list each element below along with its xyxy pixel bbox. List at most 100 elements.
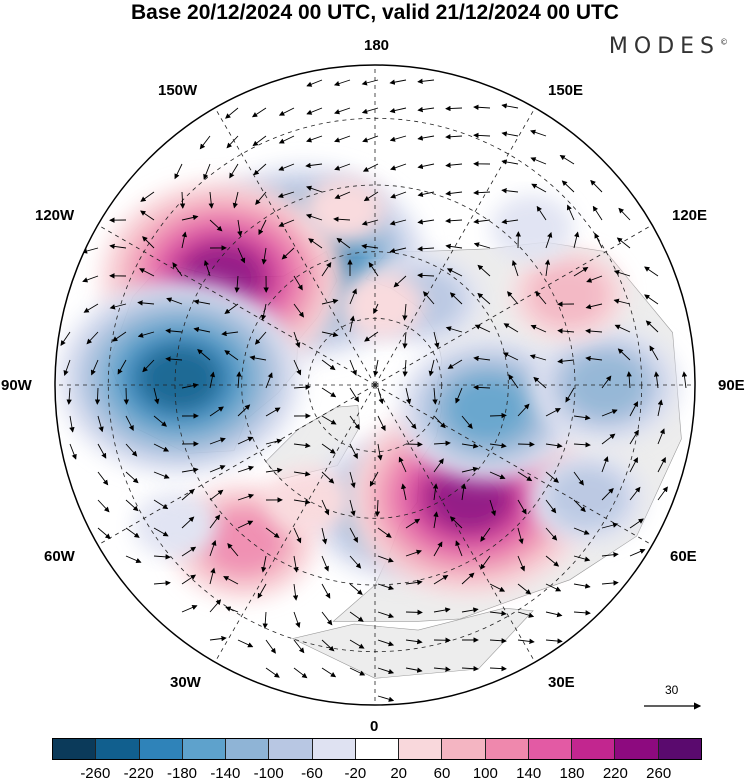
wind-arrow: [165, 328, 183, 334]
wind-arrow: [361, 79, 379, 86]
wind-arrow: [333, 216, 351, 222]
wind-arrow: [377, 387, 384, 405]
wind-arrow: [321, 583, 331, 599]
wind-arrow: [517, 583, 532, 595]
wind-arrow: [305, 213, 323, 221]
colorbar-bin: [354, 739, 399, 759]
wind-arrow: [557, 328, 575, 334]
wind-arrow: [229, 163, 239, 179]
wind-arrow: [460, 483, 467, 501]
colorbar-label: -220: [123, 765, 154, 782]
wind-arrow: [645, 320, 659, 333]
wind-arrow: [181, 214, 199, 221]
wind-arrow: [321, 387, 337, 398]
wind-arrow: [405, 415, 417, 430]
wind-arrow: [321, 298, 339, 305]
wind-arrow: [405, 441, 423, 448]
wind-arrow: [389, 219, 407, 226]
wind-arrow: [232, 191, 239, 209]
wind-arrow: [193, 299, 211, 305]
wind-arrow: [278, 107, 295, 116]
wind-arrow: [545, 499, 557, 514]
wind-arrow: [181, 382, 199, 389]
wind-arrow: [601, 456, 609, 473]
wind-arrow: [616, 237, 631, 249]
wind-arrow: [445, 326, 463, 333]
wind-arrow: [227, 543, 239, 557]
wind-arrow: [405, 387, 412, 405]
lon-label-30w: 30W: [170, 674, 201, 691]
wind-arrow: [517, 499, 527, 515]
wind-arrow: [417, 272, 435, 279]
wind-arrow: [165, 356, 183, 362]
wind-arrow: [278, 135, 295, 144]
wind-arrow: [349, 611, 364, 622]
wind-arrow: [334, 107, 351, 115]
wind-arrow: [617, 348, 631, 361]
wind-arrow: [377, 611, 395, 619]
wind-arrow: [545, 471, 559, 483]
wind-arrow: [333, 79, 351, 87]
wind-arrow: [181, 467, 199, 473]
wind-arrow: [373, 359, 379, 377]
wind-arrow: [209, 514, 221, 529]
wind-arrow: [249, 355, 267, 361]
wind-arrow: [517, 403, 530, 417]
wind-arrow: [433, 440, 451, 446]
wind-arrow: [209, 406, 224, 417]
wind-arrow: [586, 275, 603, 283]
wind-arrow: [153, 527, 169, 537]
wind-arrow: [417, 163, 435, 170]
wind-arrow: [334, 163, 351, 171]
wind-arrow: [501, 188, 519, 194]
wind-arrow: [321, 261, 332, 277]
colorbar-bin: [53, 739, 96, 759]
colorbar-bin: [268, 739, 312, 759]
wind-arrow: [530, 129, 547, 137]
wind-arrow: [489, 499, 497, 517]
wind-arrow: [445, 162, 463, 168]
wind-arrow: [433, 541, 443, 557]
wind-arrow: [97, 499, 110, 513]
wind-arrow: [417, 135, 435, 141]
wind-arrow: [209, 489, 224, 501]
wind-arrow: [573, 442, 591, 448]
wind-arrow: [449, 292, 463, 305]
wind-arrow: [477, 292, 491, 305]
wind-arrow: [209, 599, 222, 613]
wind-arrow: [181, 488, 195, 501]
wind-arrow: [181, 604, 198, 613]
wind-arrow: [566, 204, 575, 221]
wind-arrow: [258, 219, 267, 236]
wind-arrow: [252, 135, 267, 147]
wind-arrow: [69, 443, 77, 460]
wind-arrow: [361, 107, 379, 114]
wind-arrow: [197, 349, 211, 361]
wind-arrow: [653, 371, 660, 389]
wind-arrow: [278, 163, 295, 171]
wind-arrow: [402, 303, 408, 321]
lon-label-0: 0: [370, 718, 379, 735]
colorbar: [52, 738, 702, 760]
wind-arrow: [321, 331, 339, 338]
wind-arrow: [517, 527, 524, 545]
wind-arrow: [561, 180, 575, 193]
wind-arrow: [445, 134, 463, 140]
wind-arrow: [83, 303, 99, 313]
wind-arrow: [433, 575, 449, 585]
meridian: [214, 107, 376, 386]
wind-arrow: [601, 433, 616, 445]
wind-arrow: [224, 303, 239, 315]
wind-arrow: [489, 442, 507, 449]
wind-arrow: [489, 412, 507, 419]
wind-arrow: [349, 583, 363, 595]
wind-arrow: [446, 268, 463, 277]
lon-label-150e: 150E: [548, 82, 584, 99]
wind-arrow: [224, 350, 239, 361]
wind-arrow: [573, 231, 580, 249]
wind-arrow: [573, 267, 589, 277]
wind-arrow: [209, 567, 216, 585]
wind-arrow: [321, 611, 333, 626]
wind-arrow: [405, 638, 423, 645]
colorbar-bin: [614, 739, 658, 759]
